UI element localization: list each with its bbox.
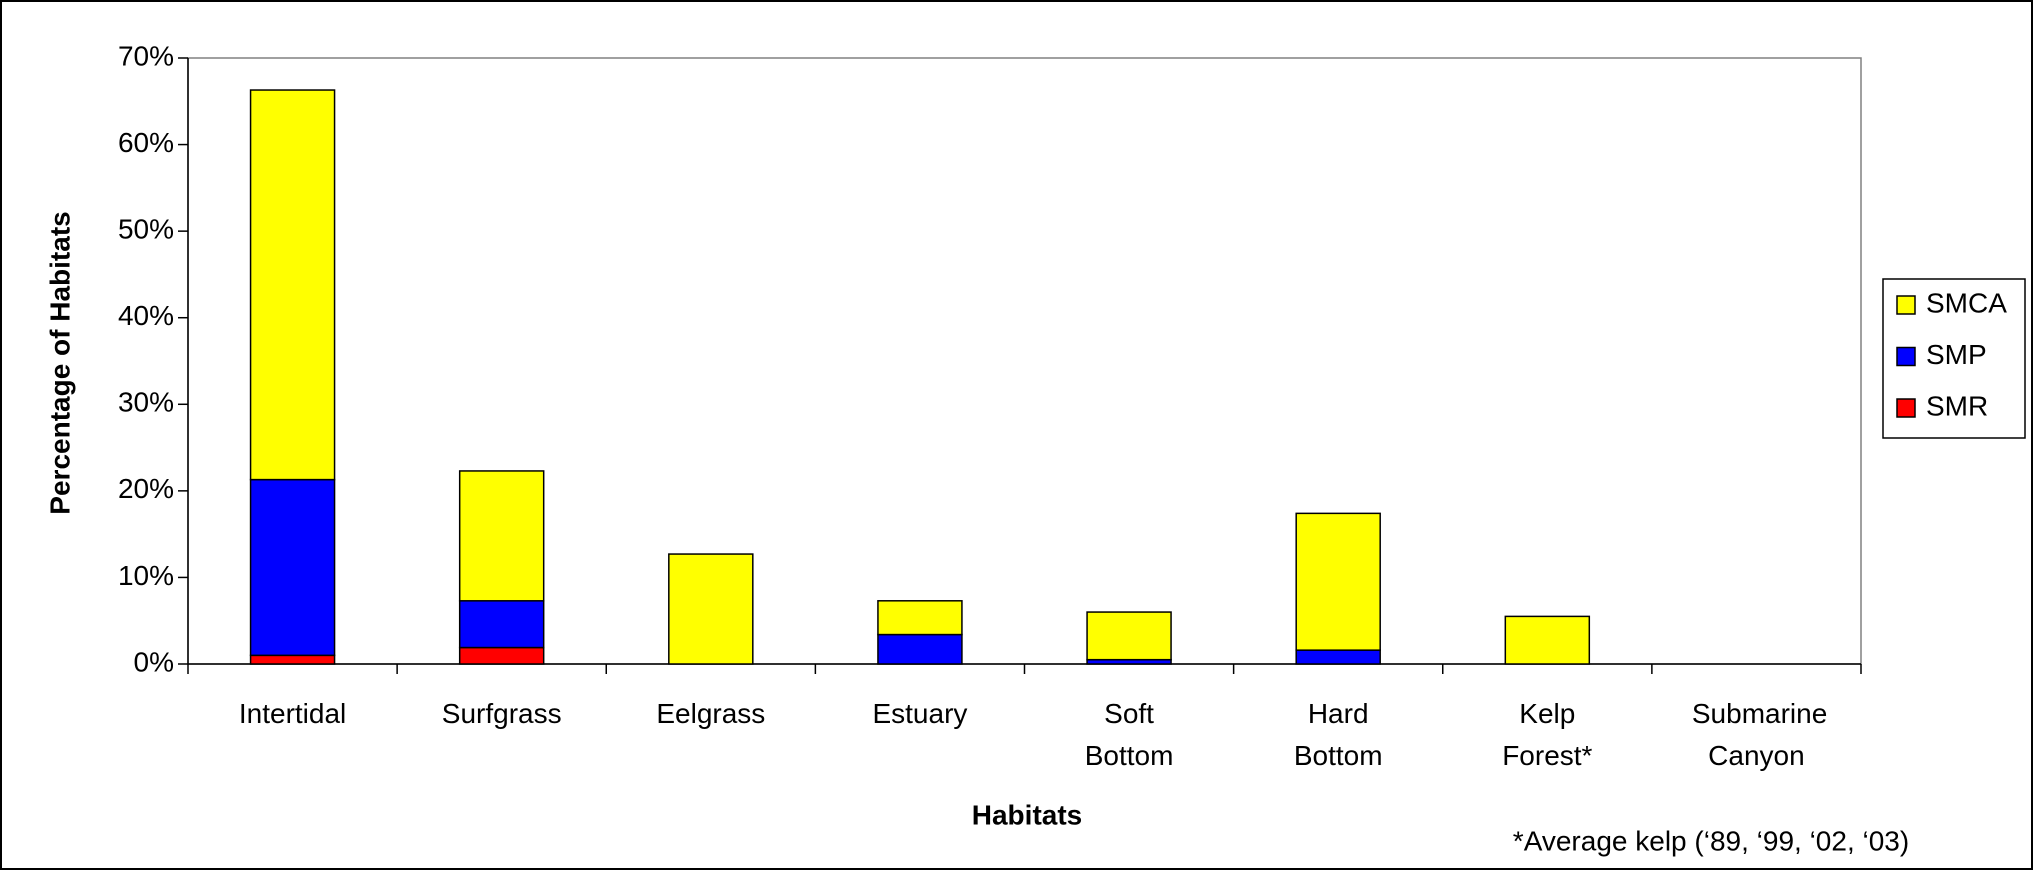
- y-tick-label: 40%: [118, 300, 174, 331]
- y-axis-label: Percentage of Habitats: [44, 211, 75, 514]
- annotation: *Average kelp (‘89, ‘99, ‘02, ‘03): [1513, 825, 1909, 856]
- x-tick-label: Intertidal: [238, 698, 347, 729]
- x-tick-label: Estuary: [872, 698, 968, 729]
- x-tick-label: Eelgrass: [656, 698, 766, 729]
- bar-segment: [1086, 611, 1172, 661]
- legend-swatch: [1896, 346, 1916, 367]
- legend-swatch: [1896, 398, 1916, 418]
- x-tick-label: Surfgrass: [441, 698, 562, 729]
- x-tick-label: Soft Bottom: [1084, 698, 1174, 771]
- x-axis-label: Habitats: [972, 799, 1082, 830]
- legend-label: SMP: [1926, 339, 1987, 370]
- y-tick-label: 20%: [118, 473, 174, 504]
- bar-segment: [249, 89, 336, 481]
- y-tick-label: 30%: [118, 387, 174, 418]
- bar-segment: [877, 600, 963, 636]
- bar-segment: [458, 470, 545, 602]
- bar-segment: [249, 654, 336, 665]
- bar-segment: [877, 633, 963, 665]
- y-tick-label: 0%: [134, 646, 174, 677]
- legend-label: SMCA: [1926, 287, 2007, 318]
- bar-segment: [1504, 615, 1591, 665]
- bar-segment: [668, 553, 754, 665]
- bar-segment: [1295, 512, 1381, 651]
- legend-swatch: [1896, 295, 1916, 315]
- y-tick-label: 60%: [118, 127, 174, 158]
- y-tick-label: 50%: [118, 214, 174, 245]
- y-tick-label: 10%: [118, 560, 174, 591]
- y-tick-label: 70%: [118, 40, 174, 71]
- legend-label: SMR: [1926, 390, 1988, 421]
- x-tick-label: Hard Bottom: [1293, 698, 1383, 771]
- bar-segment: [458, 600, 545, 649]
- bar-segment: [249, 478, 336, 657]
- x-tick-label: Submarine Canyon: [1691, 698, 1828, 771]
- plot-border: [187, 57, 1862, 665]
- bar-segment: [1295, 649, 1381, 665]
- bar-segment: [458, 646, 545, 665]
- x-tick-label: Kelp Forest*: [1502, 698, 1593, 771]
